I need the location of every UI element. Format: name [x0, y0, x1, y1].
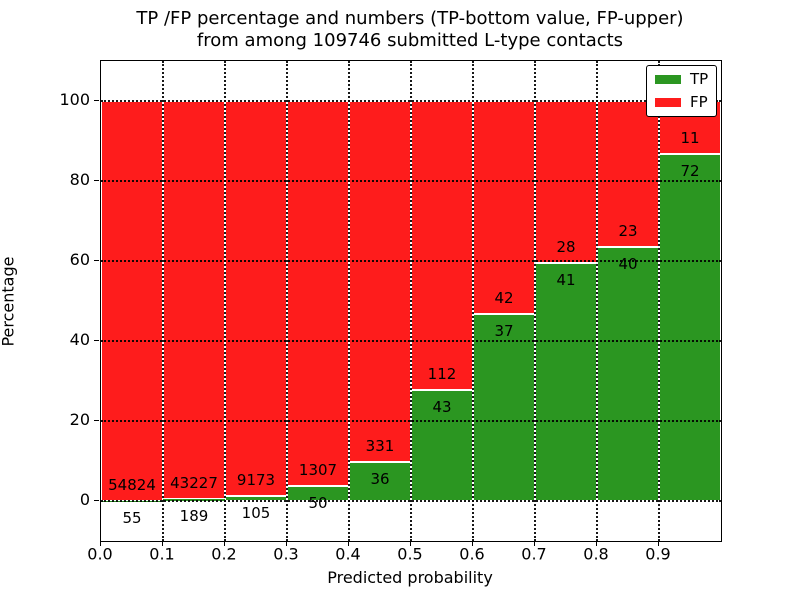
x-axis-label: Predicted probability	[327, 568, 493, 587]
x-tick-label: 0.0	[87, 544, 113, 564]
bar-segment-fp	[349, 101, 411, 462]
bar-segment-fp	[163, 101, 225, 500]
legend-item: FP	[655, 95, 708, 110]
fp-count-label: 9173	[236, 471, 276, 490]
y-tick-mark	[94, 180, 99, 181]
x-tick-mark	[472, 541, 473, 546]
legend-label-fp: FP	[690, 93, 708, 111]
vertical-gridline	[534, 61, 536, 541]
y-tick-mark	[94, 420, 99, 421]
chart-title: TP /FP percentage and numbers (TP-bottom…	[100, 8, 720, 52]
y-tick-label: 60	[69, 250, 90, 269]
vertical-gridline	[658, 61, 660, 541]
tp-count-label: 55	[122, 508, 142, 527]
y-tick-label: 100	[59, 90, 90, 109]
horizontal-gridline	[101, 420, 721, 422]
bar-segment-fp	[101, 101, 163, 501]
legend-label-tp: TP	[690, 70, 709, 88]
tp-count-label: 41	[556, 271, 576, 290]
vertical-gridline	[224, 61, 226, 541]
x-tick-mark	[658, 541, 659, 546]
x-tick-mark	[534, 541, 535, 546]
vertical-gridline	[162, 61, 164, 541]
y-tick-mark	[94, 340, 99, 341]
horizontal-gridline	[101, 100, 721, 102]
fp-count-label: 11	[680, 129, 700, 147]
fp-count-label: 1307	[298, 461, 338, 480]
bar-segment-fp	[411, 101, 473, 391]
y-tick-mark	[94, 100, 99, 101]
y-tick-label: 0	[79, 490, 90, 509]
x-tick-label: 0.8	[583, 544, 609, 564]
tp-count-label: 36	[370, 469, 390, 488]
bar-segment-tp	[473, 313, 535, 501]
y-tick-label: 80	[69, 170, 90, 189]
vertical-gridline	[472, 61, 474, 541]
x-tick-mark	[162, 541, 163, 546]
vertical-gridline	[286, 61, 288, 541]
x-tick-label: 0.6	[459, 544, 485, 564]
y-tick-mark	[94, 500, 99, 501]
x-tick-mark	[100, 541, 101, 546]
fp-count-label: 42	[494, 288, 514, 307]
fp-count-label: 23	[618, 222, 638, 241]
legend-item: TP	[655, 72, 708, 87]
tp-count-label: 43	[432, 398, 452, 417]
fp-count-label: 54824	[108, 475, 156, 494]
x-tick-mark	[410, 541, 411, 546]
horizontal-gridline	[101, 260, 721, 262]
fp-count-label: 43227	[170, 474, 218, 493]
x-tick-label: 0.4	[335, 544, 361, 564]
fp-count-label: 331	[365, 436, 395, 455]
vertical-gridline	[348, 61, 350, 541]
x-tick-label: 0.2	[211, 544, 237, 564]
x-tick-mark	[224, 541, 225, 546]
tp-count-label: 40	[618, 255, 638, 274]
bar-segment-tp	[597, 247, 659, 501]
y-tick-label: 40	[69, 330, 90, 349]
fp-count-label: 112	[427, 365, 457, 384]
tp-count-label: 50	[308, 494, 328, 513]
tp-count-label: 37	[494, 321, 514, 340]
fp-count-label: 28	[556, 238, 576, 257]
y-tick-label: 20	[69, 410, 90, 429]
tp-count-label: 72	[680, 162, 700, 180]
x-tick-label: 0.1	[149, 544, 175, 564]
tp-count-label: 105	[241, 504, 271, 523]
chart-title-line-2: from among 109746 submitted L-type conta…	[196, 30, 624, 51]
x-tick-label: 0.7	[521, 544, 547, 564]
y-axis-label: Percentage	[0, 256, 18, 347]
x-tick-label: 0.9	[645, 544, 671, 564]
x-tick-mark	[348, 541, 349, 546]
bar-segment-fp	[473, 101, 535, 314]
plot-area: 54824 55 43227 189 9173 105 1307 50 331 36 112 43 42…	[100, 60, 722, 542]
legend-swatch-fp	[655, 98, 681, 107]
bar-segment-tp	[535, 263, 597, 501]
bar-segment-tp	[659, 154, 721, 501]
horizontal-gridline	[101, 340, 721, 342]
chart-title-line-1: TP /FP percentage and numbers (TP-bottom…	[136, 8, 684, 29]
bar-segment-fp	[287, 101, 349, 487]
legend: TP FP	[646, 65, 718, 117]
legend-swatch-tp	[655, 75, 681, 84]
y-tick-mark	[94, 260, 99, 261]
tp-count-label: 189	[179, 507, 209, 526]
vertical-gridline	[410, 61, 412, 541]
x-tick-label: 0.3	[273, 544, 299, 564]
x-tick-label: 0.5	[397, 544, 423, 564]
x-tick-mark	[596, 541, 597, 546]
x-tick-mark	[286, 541, 287, 546]
horizontal-gridline	[101, 180, 721, 182]
vertical-gridline	[596, 61, 598, 541]
bar-segment-fp	[225, 101, 287, 497]
horizontal-gridline	[101, 500, 721, 502]
